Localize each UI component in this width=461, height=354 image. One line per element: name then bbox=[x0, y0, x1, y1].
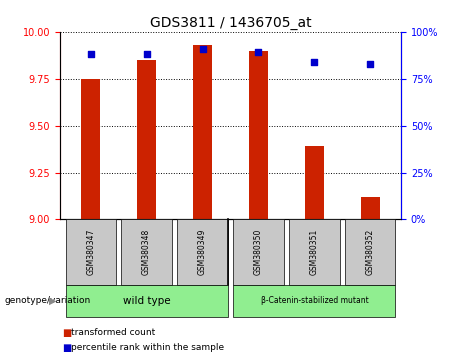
Bar bbox=[65, 285, 228, 317]
Point bbox=[199, 46, 206, 52]
Text: GSM380348: GSM380348 bbox=[142, 229, 151, 275]
Bar bbox=[233, 285, 396, 317]
Text: genotype/variation: genotype/variation bbox=[5, 296, 91, 306]
Bar bbox=[233, 219, 284, 285]
Text: ▶: ▶ bbox=[49, 296, 57, 306]
Text: transformed count: transformed count bbox=[71, 328, 156, 337]
Bar bbox=[121, 219, 172, 285]
Text: GSM380350: GSM380350 bbox=[254, 229, 263, 275]
Text: ■: ■ bbox=[62, 343, 71, 353]
Bar bbox=[289, 219, 340, 285]
Point bbox=[311, 59, 318, 65]
Text: wild type: wild type bbox=[123, 296, 171, 306]
Point bbox=[143, 52, 150, 57]
Text: GSM380352: GSM380352 bbox=[366, 229, 375, 275]
Point bbox=[366, 61, 374, 67]
Bar bbox=[193, 45, 213, 219]
Bar bbox=[305, 146, 324, 219]
Bar bbox=[361, 197, 380, 219]
Bar bbox=[177, 219, 228, 285]
Text: GSM380347: GSM380347 bbox=[86, 229, 95, 275]
Text: ■: ■ bbox=[62, 328, 71, 338]
Text: β-Catenin-stabilized mutant: β-Catenin-stabilized mutant bbox=[260, 296, 368, 306]
Bar bbox=[81, 79, 100, 219]
Text: GDS3811 / 1436705_at: GDS3811 / 1436705_at bbox=[150, 16, 311, 30]
Bar bbox=[248, 51, 268, 219]
Bar bbox=[345, 219, 396, 285]
Text: percentile rank within the sample: percentile rank within the sample bbox=[71, 343, 225, 353]
Text: GSM380349: GSM380349 bbox=[198, 229, 207, 275]
Text: GSM380351: GSM380351 bbox=[310, 229, 319, 275]
Bar bbox=[65, 219, 116, 285]
Point bbox=[255, 50, 262, 55]
Bar bbox=[137, 60, 156, 219]
Point bbox=[87, 52, 95, 57]
